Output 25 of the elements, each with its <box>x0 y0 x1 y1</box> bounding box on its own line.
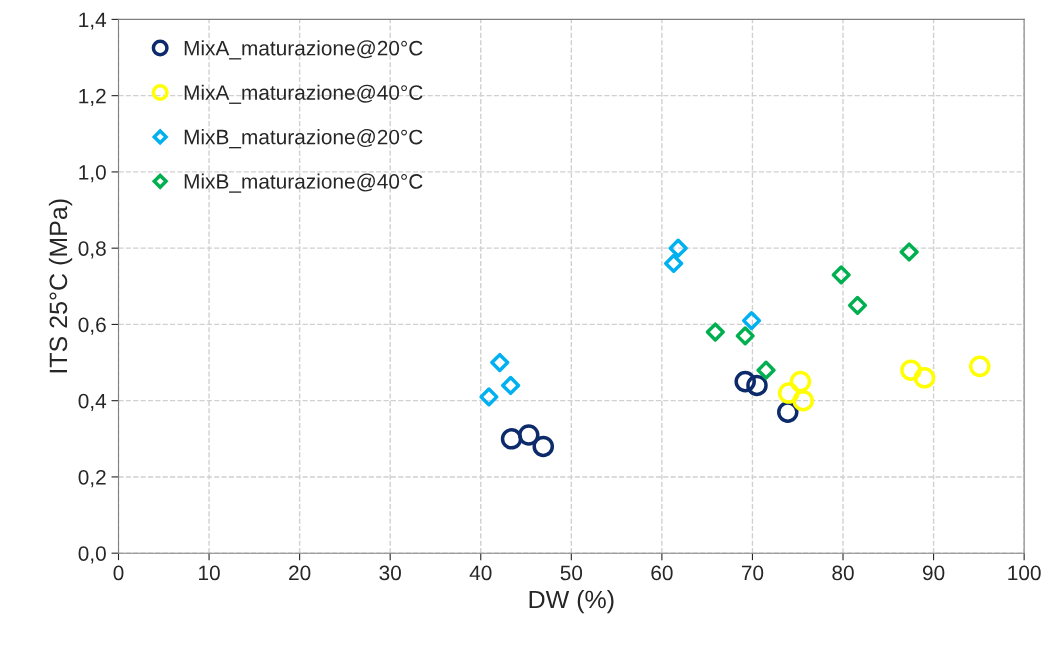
x-tick-label: 60 <box>651 565 673 581</box>
y-tick-label: 0,6 <box>78 317 106 335</box>
legend-label: MixA_maturazione@20°C <box>184 40 423 60</box>
y-axis-title: ITS 25°C (MPa) <box>48 199 73 373</box>
y-tick-label: 1,0 <box>79 164 106 183</box>
x-tick-label: 10 <box>199 565 220 581</box>
x-tick-label: 90 <box>922 565 945 581</box>
x-tick-label: 30 <box>379 565 401 581</box>
y-tick-label: 0,2 <box>78 469 106 488</box>
y-tick-label: 1,4 <box>79 12 107 30</box>
y-tick-label: 0,8 <box>78 241 106 259</box>
y-tick-label: 0,4 <box>78 393 107 411</box>
x-tick-label: 80 <box>832 565 854 581</box>
x-axis-title: DW (%) <box>529 589 614 614</box>
y-tick-label: 0,0 <box>78 546 106 564</box>
y-tick-label: 1,2 <box>79 88 106 106</box>
legend-label: MixB_maturazione@20°C <box>184 129 423 149</box>
x-tick-label: 70 <box>741 565 764 581</box>
x-tick-label: 0 <box>113 565 124 581</box>
legend-label: MixB_maturazione@40°C <box>184 173 423 193</box>
legend-label: MixA_maturazione@40°C <box>184 84 423 104</box>
x-tick-label: 40 <box>469 565 492 581</box>
x-tick-label: 20 <box>289 565 311 581</box>
x-tick-label: 100 <box>1008 565 1041 581</box>
x-tick-label: 50 <box>560 565 583 581</box>
